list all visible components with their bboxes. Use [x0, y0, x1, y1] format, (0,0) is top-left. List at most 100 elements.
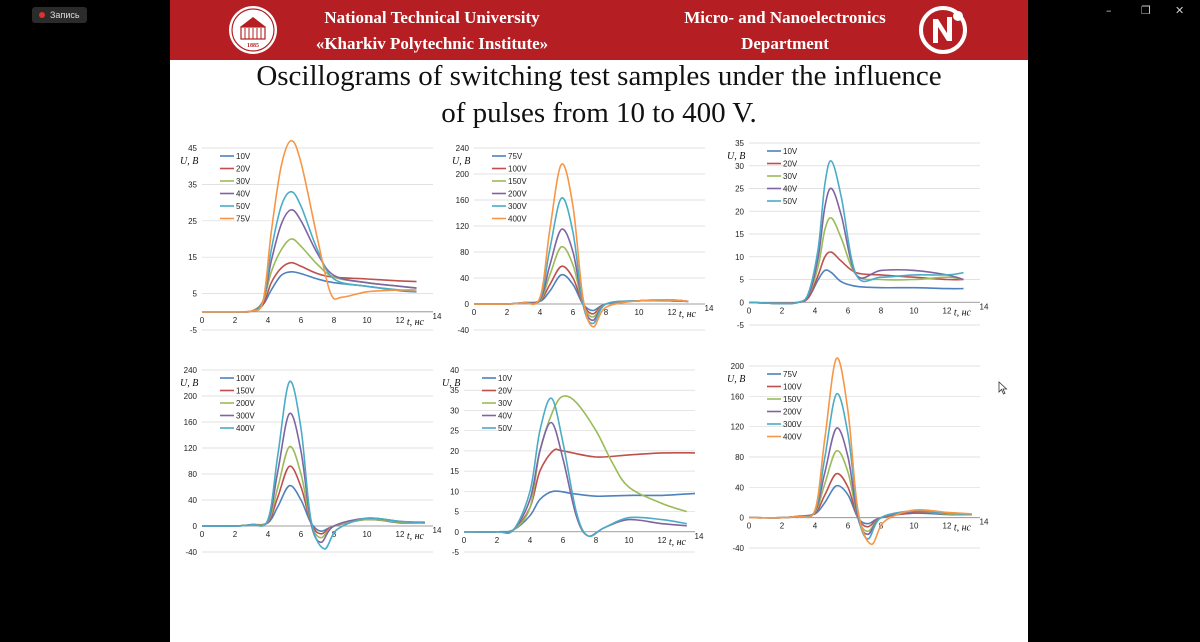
legend-entry: 50V — [783, 197, 798, 206]
x-tick-label: 8 — [332, 530, 337, 539]
legend-entry: 30V — [498, 399, 513, 408]
y-tick-label: 35 — [735, 139, 744, 148]
y-tick-label: 120 — [731, 423, 745, 432]
x-tick-label: 14 — [980, 302, 989, 311]
series-line-40V — [201, 209, 417, 313]
series-line-200V — [473, 228, 689, 322]
x-tick-label: 12 — [943, 522, 952, 531]
y-axis-label: U, В — [442, 378, 460, 389]
chart-svg: -5 5 15 25 35 45 0 2 4 6 8 10 12 14 t, нс U, В 10V 20V 30V… — [180, 139, 442, 335]
legend-entry: 300V — [783, 420, 802, 429]
legend-entry: 40V — [236, 190, 251, 199]
header-banner: 1885 National Technical University «Khar… — [170, 0, 1028, 60]
y-tick-label: 30 — [450, 406, 459, 415]
legend-entry: 75V — [783, 370, 798, 379]
series-line-400V — [473, 163, 689, 328]
oscillogram-chart-6: -40 0 40 80 120 160 200 0 2 4 6 8 10 12 14 t, нс U, В 75V… — [725, 357, 990, 558]
y-tick-label: 80 — [188, 470, 197, 479]
x-tick-label: 2 — [233, 530, 238, 539]
presentation-slide: 1885 National Technical University «Khar… — [170, 0, 1028, 642]
oscillogram-chart-1: -5 5 15 25 35 45 0 2 4 6 8 10 12 14 t, нс U, В 10V 20V 30V… — [178, 139, 443, 340]
series-line-100V — [201, 484, 425, 533]
y-tick-label: 160 — [731, 392, 745, 401]
x-tick-label: 6 — [299, 530, 304, 539]
y-axis-label: U, В — [452, 156, 470, 167]
x-tick-label: 10 — [363, 316, 372, 325]
y-tick-label: 30 — [735, 162, 744, 171]
y-tick-label: 160 — [456, 196, 470, 205]
series-line-100V — [748, 472, 972, 528]
minimize-button[interactable]: – — [1106, 4, 1112, 17]
x-tick-label: 12 — [943, 306, 952, 315]
x-tick-label: 10 — [625, 536, 634, 545]
legend-entry: 20V — [498, 387, 513, 396]
restore-button[interactable]: ❐ — [1141, 4, 1151, 17]
x-tick-label: 6 — [299, 316, 304, 325]
y-tick-label: 20 — [450, 447, 459, 456]
y-tick-label: 15 — [735, 230, 744, 239]
x-axis-label: t, нс — [954, 523, 972, 534]
close-button[interactable]: ✕ — [1175, 4, 1185, 17]
y-tick-label: 35 — [450, 386, 459, 395]
legend-entry: 400V — [508, 215, 527, 224]
series-line-10V — [201, 270, 417, 313]
y-tick-label: 10 — [450, 487, 459, 496]
legend-entry: 100V — [508, 165, 527, 174]
y-tick-label: 160 — [184, 418, 198, 427]
legend-entry: 150V — [236, 387, 255, 396]
legend-entry: 150V — [783, 395, 802, 404]
x-tick-label: 4 — [266, 530, 271, 539]
legend-entry: 40V — [783, 185, 798, 194]
y-tick-label: 15 — [188, 253, 197, 262]
y-tick-label: 20 — [735, 207, 744, 216]
university-name: National Technical University «Kharkiv P… — [282, 5, 582, 57]
y-tick-label: 5 — [455, 508, 460, 517]
x-tick-label: 4 — [266, 316, 271, 325]
recording-label: Запись — [50, 10, 80, 20]
legend-entry: 400V — [236, 424, 255, 433]
legend-entry: 10V — [236, 152, 251, 161]
y-tick-label: -5 — [452, 548, 460, 557]
x-tick-label: 12 — [396, 316, 405, 325]
x-tick-label: 2 — [233, 316, 238, 325]
x-axis-label: t, нс — [407, 317, 425, 328]
series-line-30V — [748, 217, 964, 305]
x-tick-label: 4 — [813, 522, 818, 531]
x-tick-label: 0 — [747, 306, 752, 315]
y-tick-label: 200 — [184, 392, 198, 401]
seal-year: 1885 — [247, 43, 259, 49]
x-tick-label: 8 — [604, 308, 609, 317]
x-tick-label: 6 — [846, 522, 851, 531]
legend-entry: 20V — [236, 165, 251, 174]
department-name: Micro- and Nanoelectronics Department — [660, 5, 910, 57]
series-line-20V — [201, 261, 417, 313]
series-line-400V — [201, 380, 425, 550]
x-tick-label: 0 — [200, 530, 205, 539]
y-tick-label: 0 — [193, 522, 198, 531]
university-line-1: National Technical University — [324, 8, 540, 27]
x-tick-label: 4 — [813, 306, 818, 315]
y-tick-label: 15 — [450, 467, 459, 476]
x-tick-label: 12 — [668, 308, 677, 317]
legend-entry: 300V — [236, 412, 255, 421]
y-tick-label: 25 — [735, 185, 744, 194]
x-tick-label: 14 — [695, 532, 704, 541]
x-tick-label: 0 — [462, 536, 467, 545]
x-tick-label: 8 — [332, 316, 337, 325]
legend-entry: 10V — [498, 374, 513, 383]
series-line-200V — [201, 445, 425, 539]
y-axis-label: U, В — [180, 378, 198, 389]
y-tick-label: 200 — [731, 362, 745, 371]
legend-entry: 20V — [783, 160, 798, 169]
legend-entry: 300V — [508, 202, 527, 211]
x-tick-label: 10 — [910, 522, 919, 531]
legend-entry: 10V — [783, 147, 798, 156]
oscillogram-chart-5: -5 0 5 10 15 20 25 30 35 40 0 2 4 6 8 10 12 14 t, нс U, В 10… — [440, 362, 705, 562]
y-tick-label: 40 — [450, 366, 459, 375]
recording-indicator[interactable]: Запись — [32, 7, 87, 23]
y-tick-label: 40 — [735, 483, 744, 492]
university-line-2: «Kharkiv Polytechnic Institute» — [315, 34, 549, 53]
series-line-50V — [748, 160, 964, 305]
